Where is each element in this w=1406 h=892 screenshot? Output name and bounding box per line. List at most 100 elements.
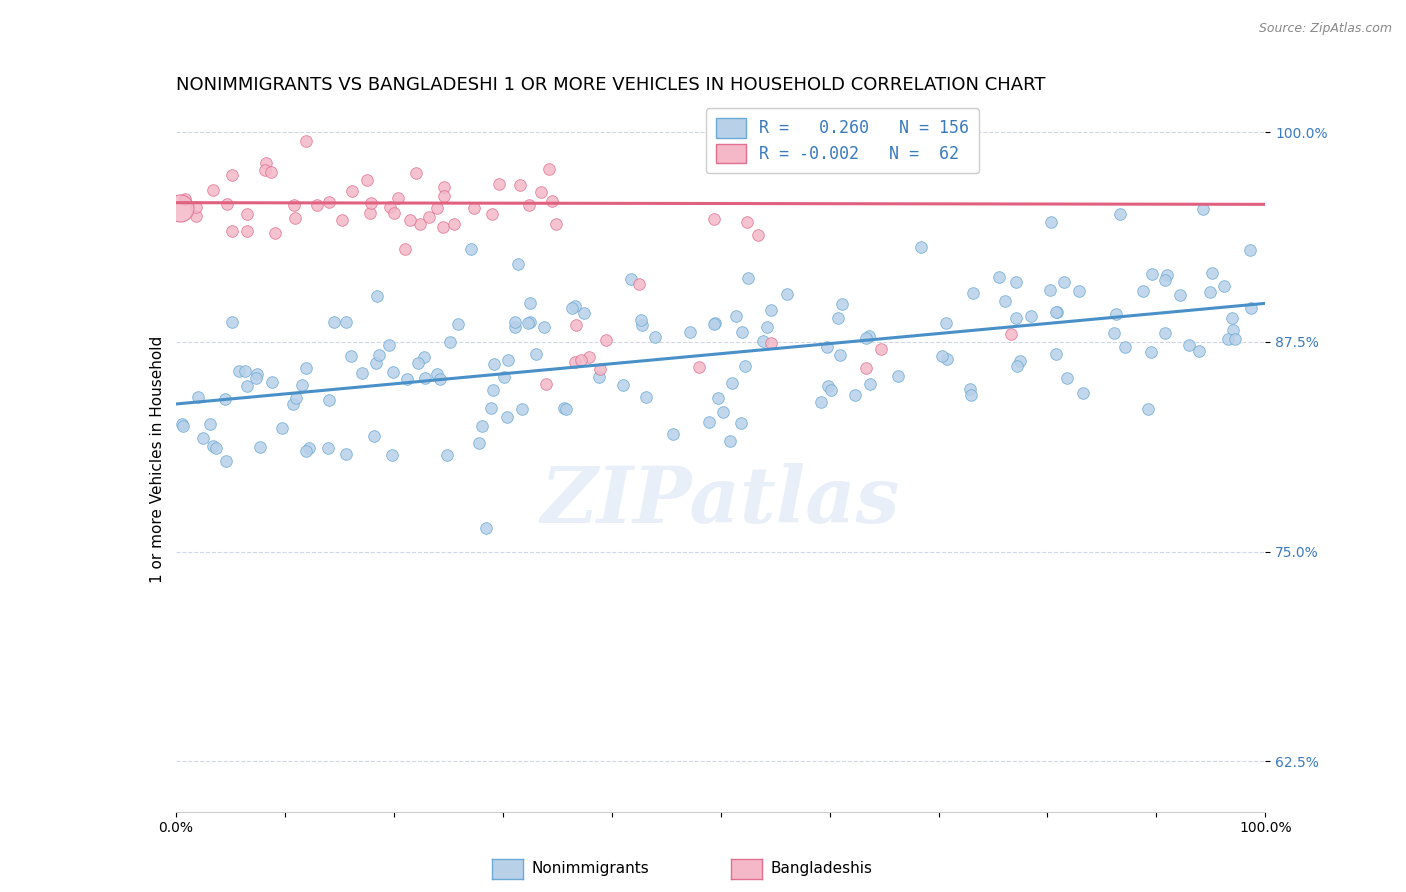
Point: [959, 382, 981, 396]
Point: [1040, 215, 1063, 229]
Point: [360, 195, 382, 210]
Point: [245, 371, 267, 385]
Point: [737, 215, 759, 229]
Point: [541, 194, 564, 208]
Point: [260, 165, 283, 179]
Point: [1132, 284, 1154, 298]
Point: [399, 213, 422, 227]
Point: [725, 309, 748, 323]
Point: [481, 401, 503, 416]
Point: [221, 315, 243, 329]
Point: [538, 161, 561, 176]
Point: [1137, 402, 1160, 417]
Point: [322, 315, 344, 329]
Point: [1005, 311, 1028, 326]
Point: [509, 178, 531, 192]
Point: [482, 383, 505, 397]
Point: [198, 417, 221, 431]
Point: [221, 224, 243, 238]
Point: [202, 439, 225, 453]
Point: [295, 444, 318, 458]
Point: [1114, 340, 1136, 354]
Point: [335, 315, 357, 329]
Point: [330, 213, 353, 227]
Point: [382, 365, 405, 379]
Point: [858, 329, 880, 343]
Point: [235, 378, 257, 392]
Point: [363, 428, 385, 442]
Point: [394, 242, 416, 256]
Point: [228, 363, 250, 377]
Point: [169, 201, 191, 215]
Point: [1153, 273, 1175, 287]
Point: [721, 376, 744, 391]
Point: [439, 335, 461, 350]
Point: [530, 185, 553, 199]
Point: [378, 338, 401, 352]
Point: [630, 313, 652, 327]
Point: [524, 347, 547, 361]
Point: [569, 352, 592, 367]
Point: [215, 454, 238, 468]
Point: [429, 372, 451, 386]
Point: [1201, 266, 1223, 280]
Point: [1223, 333, 1246, 347]
Point: [827, 311, 849, 326]
Point: [815, 341, 838, 355]
Point: [644, 330, 666, 344]
Point: [589, 362, 612, 376]
Point: [233, 364, 256, 378]
Point: [1239, 243, 1261, 257]
Point: [831, 297, 853, 311]
Point: [1105, 307, 1128, 321]
Point: [305, 198, 328, 212]
Point: [1139, 345, 1161, 359]
Point: [460, 242, 482, 256]
Point: [1220, 310, 1243, 325]
Point: [1156, 268, 1178, 283]
Point: [284, 211, 307, 225]
Point: [425, 201, 447, 215]
Point: [776, 287, 799, 301]
Point: [564, 354, 586, 368]
Point: [1168, 288, 1191, 302]
Point: [284, 392, 307, 406]
Point: [205, 442, 228, 456]
Point: [553, 401, 575, 416]
Point: [1140, 267, 1163, 281]
Point: [661, 426, 683, 441]
Point: [508, 257, 530, 271]
Point: [1045, 347, 1067, 361]
Point: [630, 318, 652, 333]
Point: [318, 194, 340, 209]
Point: [1222, 323, 1244, 337]
Point: [413, 351, 436, 365]
Point: [572, 305, 595, 319]
Point: [170, 417, 193, 432]
Point: [433, 189, 456, 203]
Point: [359, 206, 381, 220]
Point: [1216, 332, 1239, 346]
Point: [418, 210, 440, 224]
Point: [595, 334, 617, 348]
Point: [844, 388, 866, 402]
Point: [382, 206, 405, 220]
Point: [516, 316, 538, 330]
Point: [271, 421, 294, 435]
Point: [1198, 285, 1220, 300]
Point: [820, 383, 842, 397]
Point: [636, 390, 658, 404]
Point: [1056, 371, 1078, 385]
Point: [910, 240, 932, 254]
Point: [496, 352, 519, 367]
Point: [994, 293, 1017, 308]
Point: [426, 367, 449, 381]
Point: [1053, 275, 1076, 289]
Point: [931, 349, 953, 363]
Point: [295, 360, 318, 375]
Point: [1154, 326, 1177, 341]
Point: [1192, 202, 1215, 217]
Point: [688, 359, 710, 374]
Point: [564, 318, 586, 332]
Point: [859, 376, 882, 391]
